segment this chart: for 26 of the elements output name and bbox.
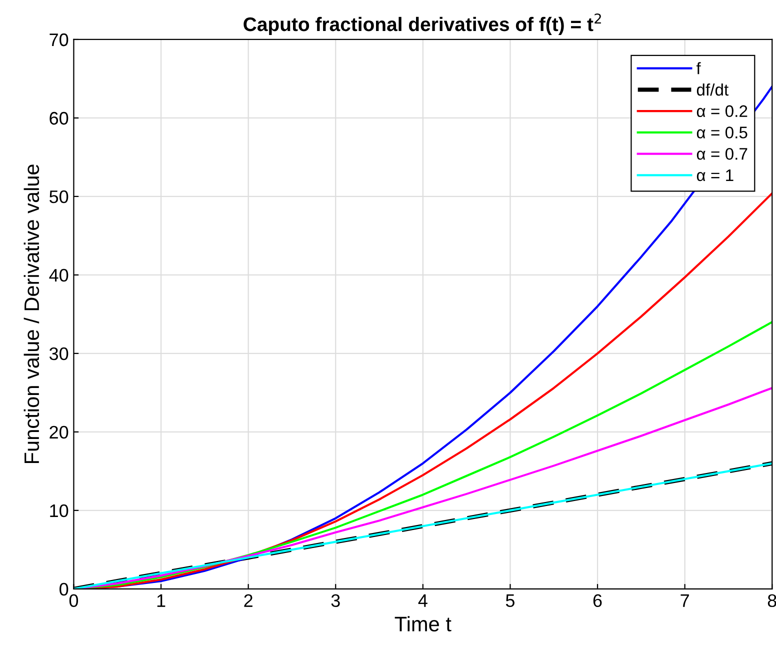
y-axis-title: Function value / Derivative value [24, 164, 40, 464]
legend-label: f [696, 62, 701, 74]
y-tick-label: 0 [60, 582, 68, 596]
y-tick-label: 50 [50, 190, 68, 204]
x-tick-label: 6 [593, 594, 602, 608]
legend-label: α = 0.7 [696, 148, 748, 160]
x-tick-label: 0 [69, 594, 78, 608]
y-tick-label: 40 [49, 268, 68, 282]
x-tick-label: 4 [418, 594, 428, 607]
y-tick-label: 20 [50, 426, 68, 439]
x-axis-title: Time t [394, 616, 452, 632]
y-tick-label: 60 [50, 112, 68, 125]
y-tick-label: 70 [50, 33, 68, 46]
y-tick-label: 10 [50, 504, 68, 518]
x-tick-label: 3 [331, 594, 340, 608]
legend-label: df/dt [696, 83, 729, 96]
legend-label: α = 1 [696, 170, 734, 182]
x-tick-label: 8 [768, 594, 776, 608]
chart-title: Caputo fractional derivatives of f(t) = t$^{2}$ [244, 13, 601, 36]
x-tick-label: 7 [680, 594, 689, 607]
legend-label: α = 0.5 [696, 126, 748, 138]
x-tick-label: 2 [244, 594, 252, 607]
y-tick-label: 30 [49, 347, 68, 360]
legend-label: α = 0.2 [696, 105, 748, 118]
x-tick-label: 5 [506, 594, 514, 608]
x-tick-label: 1 [157, 594, 166, 607]
